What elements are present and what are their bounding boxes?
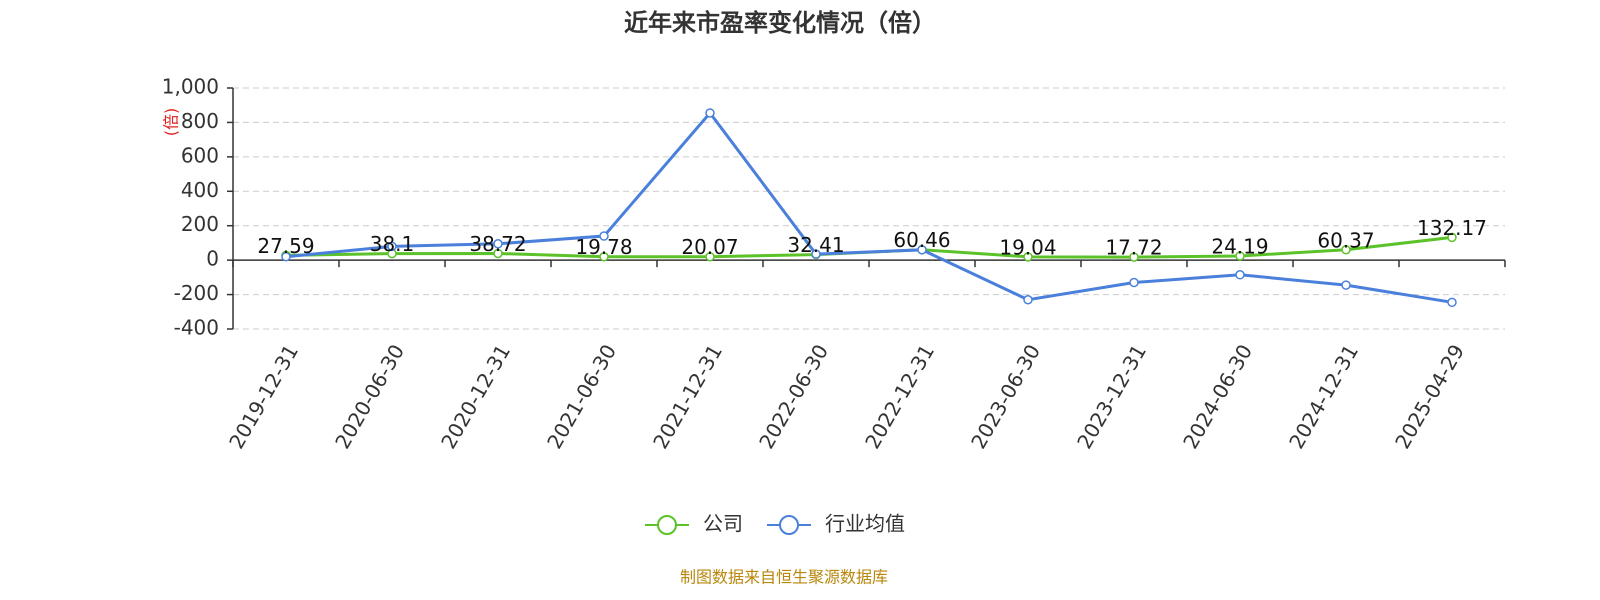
legend-label: 行业均值 xyxy=(825,512,905,536)
data-point xyxy=(811,249,821,259)
value-label: 17.72 xyxy=(1105,236,1162,260)
y-tick-label: -400 xyxy=(174,316,219,340)
chart-title: 近年来市盈率变化情况（倍） xyxy=(624,9,936,37)
value-label: 24.19 xyxy=(1211,234,1268,258)
data-point xyxy=(1447,232,1457,243)
value-label: 20.07 xyxy=(681,235,738,259)
value-label: 19.78 xyxy=(575,235,632,259)
source-note: 制图数据来自恒生聚源数据库 xyxy=(680,568,888,587)
data-point xyxy=(493,248,503,259)
x-tick-label: 2024-12-31 xyxy=(1284,340,1363,453)
data-point xyxy=(599,251,609,262)
legend-item: 行业均值 xyxy=(767,512,905,536)
x-tick-label: 2023-12-31 xyxy=(1072,340,1151,453)
data-point xyxy=(1447,297,1457,308)
data-point xyxy=(1023,294,1033,305)
y-tick-label: 0 xyxy=(206,247,219,271)
value-label: 38.1 xyxy=(370,232,415,256)
y-tick-label: 400 xyxy=(181,178,219,202)
data-point xyxy=(599,231,609,241)
data-point xyxy=(705,108,715,118)
data-point xyxy=(1341,245,1351,255)
data-point xyxy=(493,239,503,249)
x-tick-label: 2020-06-30 xyxy=(330,340,409,453)
data-point xyxy=(1235,251,1245,261)
data-point xyxy=(387,241,397,252)
x-tick-label: 2021-12-31 xyxy=(648,340,727,453)
x-tick-label: 2019-12-31 xyxy=(224,340,303,453)
value-label: 60.46 xyxy=(893,228,950,252)
data-point xyxy=(705,251,715,262)
value-label: 60.37 xyxy=(1317,228,1374,252)
x-tick-label: 2021-06-30 xyxy=(542,340,621,453)
y-tick-label: 1,000 xyxy=(162,75,219,99)
value-label: 32.41 xyxy=(787,233,844,257)
series-line xyxy=(285,235,1453,259)
legend-item: 公司 xyxy=(645,512,743,536)
legend-label: 公司 xyxy=(703,512,743,536)
x-tick-label: 2024-06-30 xyxy=(1178,340,1257,453)
y-tick-label: 600 xyxy=(181,143,219,167)
x-tick-label: 2022-12-31 xyxy=(860,340,939,453)
y-tick-label: 800 xyxy=(181,109,219,133)
data-point xyxy=(1023,252,1033,262)
data-point xyxy=(1235,270,1245,280)
legend-marker xyxy=(657,515,677,535)
data-point xyxy=(917,245,927,255)
value-label: 38.72 xyxy=(469,232,526,256)
y-tick-label: 200 xyxy=(181,212,219,236)
series-line xyxy=(285,110,1453,304)
x-tick-label: 2025-04-29 xyxy=(1390,340,1469,453)
value-label: 132.17 xyxy=(1417,216,1487,240)
data-point xyxy=(1341,280,1351,290)
data-point xyxy=(1129,252,1139,262)
x-tick-label: 2022-06-30 xyxy=(754,340,833,453)
data-point xyxy=(1129,277,1139,288)
y-axis-label: (倍) xyxy=(162,108,181,137)
data-point xyxy=(281,251,291,262)
y-tick-label: -200 xyxy=(174,281,219,305)
x-tick-label: 2023-06-30 xyxy=(966,340,1045,453)
value-label: 19.04 xyxy=(999,235,1056,259)
x-tick-label: 2020-12-31 xyxy=(436,340,515,453)
value-label: 27.59 xyxy=(257,234,314,258)
legend-marker xyxy=(779,515,799,535)
